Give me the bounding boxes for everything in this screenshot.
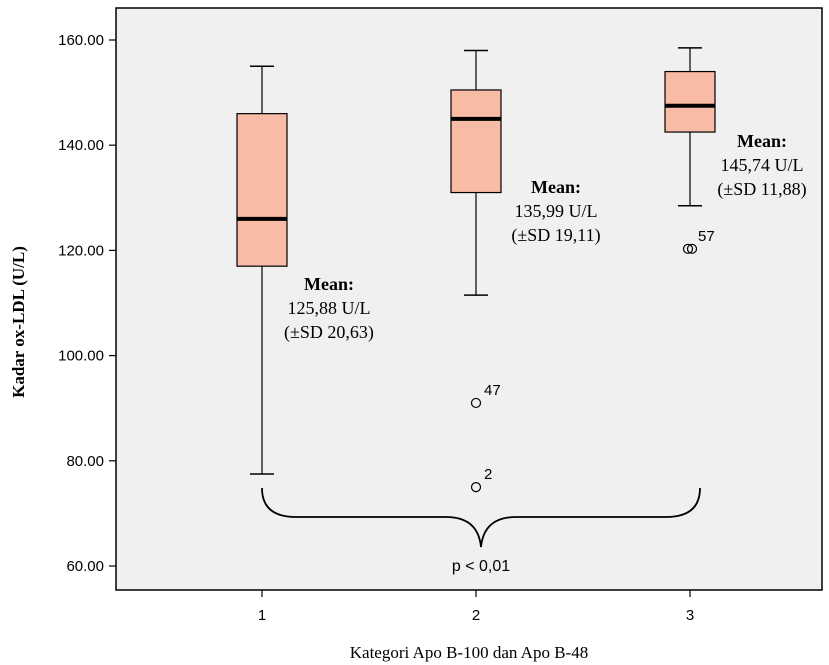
box-2: 47 2 Mean: 135,99 U/L (±SD 19,11)	[450, 49, 601, 493]
sd-value: (±SD 11,88)	[717, 179, 806, 200]
y-tick-label: 160.00	[58, 32, 104, 49]
outlier-label: 57	[698, 228, 715, 245]
outlier-point	[470, 482, 482, 493]
x-axis: 1 2 3	[258, 590, 694, 624]
p-value-label: p < 0,01	[452, 558, 510, 575]
box-3: 57 Mean: 145,74 U/L (±SD 11,88)	[664, 47, 807, 254]
y-tick-label: 120.00	[58, 242, 104, 259]
x-tick-label: 2	[472, 607, 480, 624]
curly-brace	[261, 487, 701, 548]
outlier-label: 2	[484, 466, 492, 483]
sd-value: (±SD 19,11)	[511, 225, 600, 246]
mean-value: 135,99 U/L	[515, 201, 598, 221]
y-axis: 60.00 80.00 100.00 120.00 140.00 160.00	[58, 32, 116, 575]
x-tick-label: 3	[686, 607, 694, 624]
outlier-point	[686, 243, 698, 254]
mean-label: Mean:	[737, 131, 787, 151]
x-axis-label: Kategori Apo B-100 dan Apo B-48	[350, 643, 588, 662]
outlier-label: 47	[484, 382, 501, 399]
x-tick-label: 1	[258, 607, 266, 624]
boxes-group: Mean: 125,88 U/L (±SD 20,63) 47 2 Mean: 135,99…	[236, 47, 807, 493]
mean-label: Mean:	[304, 274, 354, 294]
y-tick-label: 140.00	[58, 137, 104, 154]
y-tick-label: 80.00	[66, 453, 104, 470]
sd-value: (±SD 20,63)	[284, 322, 374, 343]
outlier-point	[682, 243, 694, 254]
mean-value: 145,74 U/L	[721, 155, 804, 175]
iqr-box	[664, 70, 716, 133]
y-axis-label: Kadar ox-LDL (U/L)	[9, 246, 28, 398]
iqr-box	[236, 113, 288, 267]
y-tick-label: 60.00	[66, 558, 104, 575]
iqr-box	[450, 89, 502, 194]
mean-label: Mean:	[531, 177, 581, 197]
mean-value: 125,88 U/L	[288, 298, 371, 318]
y-tick-label: 100.00	[58, 348, 104, 365]
outlier-point	[470, 397, 482, 409]
significance-brace	[261, 487, 701, 548]
box-1: Mean: 125,88 U/L (±SD 20,63)	[236, 65, 374, 475]
